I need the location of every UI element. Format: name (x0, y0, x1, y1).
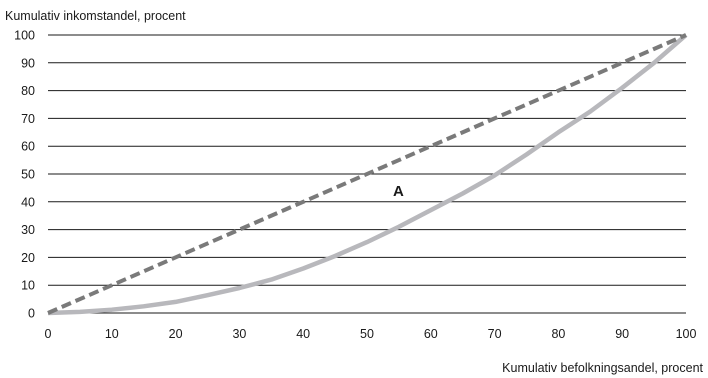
x-tick-label-0: 0 (45, 327, 52, 341)
y-tick-label-60: 60 (21, 140, 35, 154)
area-label-a: A (393, 183, 404, 200)
x-tick-label-80: 80 (551, 327, 565, 341)
series-lines (47, 33, 688, 316)
y-tick-label-40: 40 (21, 195, 35, 209)
y-tick-label-10: 10 (21, 279, 35, 293)
y-tick-label-20: 20 (21, 251, 35, 265)
x-tick-labels: 0 10 20 30 40 50 60 70 80 90 100 (45, 327, 697, 341)
y-tick-label-0: 0 (28, 307, 35, 321)
x-tick-label-40: 40 (296, 327, 310, 341)
x-tick-label-10: 10 (105, 327, 119, 341)
y-axis-title: Kumulativ inkomstandel, procent (5, 9, 186, 23)
y-tick-label-100: 100 (14, 29, 35, 43)
y-tick-label-70: 70 (21, 112, 35, 126)
x-tick-label-100: 100 (676, 327, 697, 341)
y-tick-label-30: 30 (21, 223, 35, 237)
x-tick-label-50: 50 (360, 327, 374, 341)
lorenz-curve (47, 33, 688, 316)
x-tick-label-30: 30 (232, 327, 246, 341)
y-tick-label-90: 90 (21, 56, 35, 70)
y-tick-label-50: 50 (21, 168, 35, 182)
y-tick-label-80: 80 (21, 84, 35, 98)
y-tick-labels: 0 10 20 30 40 50 60 70 80 90 100 (14, 29, 35, 321)
x-tick-label-20: 20 (169, 327, 183, 341)
equality-line (47, 33, 687, 315)
x-tick-label-70: 70 (488, 327, 502, 341)
x-tick-label-90: 90 (615, 327, 629, 341)
x-tick-label-60: 60 (424, 327, 438, 341)
x-axis-title: Kumulativ befolkningsandel, procent (502, 361, 703, 375)
